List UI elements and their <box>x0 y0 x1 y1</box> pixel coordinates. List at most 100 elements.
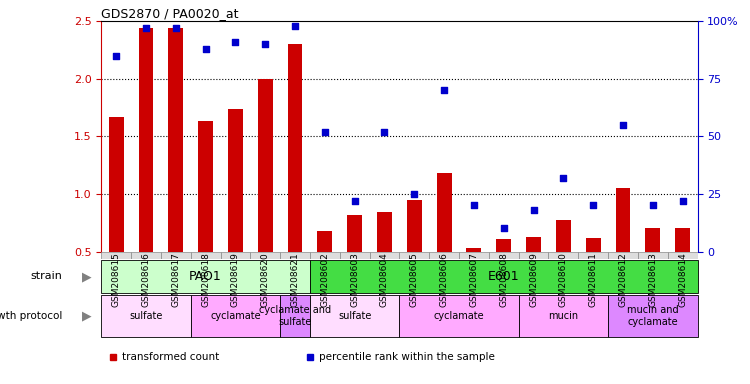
Text: percentile rank within the sample: percentile rank within the sample <box>319 352 495 362</box>
Bar <box>198 121 213 252</box>
Point <box>379 129 391 135</box>
Text: GSM208619: GSM208619 <box>231 252 240 307</box>
Bar <box>399 252 429 259</box>
Bar <box>310 260 698 293</box>
Point <box>646 202 658 209</box>
Bar <box>406 200 422 252</box>
Point <box>260 41 272 47</box>
Bar <box>258 79 273 252</box>
Bar <box>675 228 690 252</box>
Point <box>468 202 480 209</box>
Bar <box>436 173 451 252</box>
Bar <box>377 212 392 252</box>
Text: GSM208606: GSM208606 <box>440 252 448 307</box>
Bar <box>466 248 482 252</box>
Text: mucin and
cyclamate: mucin and cyclamate <box>627 305 679 327</box>
Text: GSM208617: GSM208617 <box>171 252 180 307</box>
Text: transformed count: transformed count <box>122 352 219 362</box>
Bar <box>645 228 660 252</box>
Text: strain: strain <box>31 271 62 281</box>
Bar <box>399 295 519 337</box>
Text: GSM208604: GSM208604 <box>380 252 389 307</box>
Bar <box>556 220 571 252</box>
Text: GSM208616: GSM208616 <box>142 252 151 307</box>
Bar <box>429 252 459 259</box>
Bar <box>280 252 310 259</box>
Bar <box>608 252 638 259</box>
Point <box>408 191 420 197</box>
Bar <box>251 252 280 259</box>
Text: GSM208607: GSM208607 <box>470 252 478 307</box>
Bar <box>608 295 698 337</box>
Point <box>110 53 122 59</box>
Point <box>230 39 242 45</box>
Bar <box>459 252 489 259</box>
Text: ▶: ▶ <box>82 310 92 322</box>
Bar <box>101 252 131 259</box>
Bar <box>190 295 280 337</box>
Bar <box>310 252 340 259</box>
Text: GSM208612: GSM208612 <box>619 252 628 307</box>
Bar <box>190 252 220 259</box>
Text: E601: E601 <box>488 270 520 283</box>
Point <box>319 129 331 135</box>
Bar <box>519 295 608 337</box>
Bar <box>101 295 190 337</box>
Text: cyclamate: cyclamate <box>210 311 261 321</box>
Point <box>289 23 301 29</box>
Text: GSM208603: GSM208603 <box>350 252 359 307</box>
Bar <box>578 252 608 259</box>
Bar <box>668 252 698 259</box>
Bar <box>287 44 302 252</box>
Text: GSM208620: GSM208620 <box>261 252 270 307</box>
Text: mucin: mucin <box>548 311 578 321</box>
Bar <box>280 295 310 337</box>
Bar <box>131 252 160 259</box>
Bar <box>586 238 601 252</box>
Text: GSM208610: GSM208610 <box>559 252 568 307</box>
Bar <box>228 109 243 252</box>
Point <box>498 225 510 232</box>
Bar <box>489 252 519 259</box>
Text: cyclamate and
sulfate: cyclamate and sulfate <box>259 305 331 327</box>
Text: growth protocol: growth protocol <box>0 311 62 321</box>
Text: GSM208609: GSM208609 <box>529 252 538 307</box>
Point <box>557 175 569 181</box>
Bar <box>139 28 154 252</box>
Point <box>676 198 688 204</box>
Text: GSM208613: GSM208613 <box>648 252 657 307</box>
Point <box>617 122 629 128</box>
Bar <box>340 252 370 259</box>
Point <box>587 202 599 209</box>
Text: ▶: ▶ <box>82 270 92 283</box>
Text: PAO1: PAO1 <box>189 270 222 283</box>
Bar <box>370 252 399 259</box>
Bar <box>638 252 668 259</box>
Bar <box>616 188 631 252</box>
Bar <box>168 28 183 252</box>
Text: cyclamate: cyclamate <box>433 311 484 321</box>
Bar <box>317 231 332 252</box>
Bar <box>160 252 190 259</box>
Point <box>200 46 211 52</box>
Point <box>349 198 361 204</box>
Point <box>438 87 450 93</box>
Bar <box>548 252 578 259</box>
Point <box>140 25 152 31</box>
Point <box>527 207 539 213</box>
Text: GDS2870 / PA0020_at: GDS2870 / PA0020_at <box>101 7 238 20</box>
Point <box>170 25 182 31</box>
Text: sulfate: sulfate <box>129 311 163 321</box>
Bar <box>519 252 548 259</box>
Text: GSM208614: GSM208614 <box>678 252 687 307</box>
Bar <box>496 239 512 252</box>
Text: GSM208618: GSM208618 <box>201 252 210 307</box>
Text: GSM208605: GSM208605 <box>410 252 419 307</box>
Bar <box>109 117 124 252</box>
Bar <box>526 237 541 252</box>
Text: GSM208602: GSM208602 <box>320 252 329 307</box>
Text: GSM208608: GSM208608 <box>500 252 508 307</box>
Text: GSM208621: GSM208621 <box>290 252 299 307</box>
Text: GSM208615: GSM208615 <box>112 252 121 307</box>
Bar <box>101 260 310 293</box>
